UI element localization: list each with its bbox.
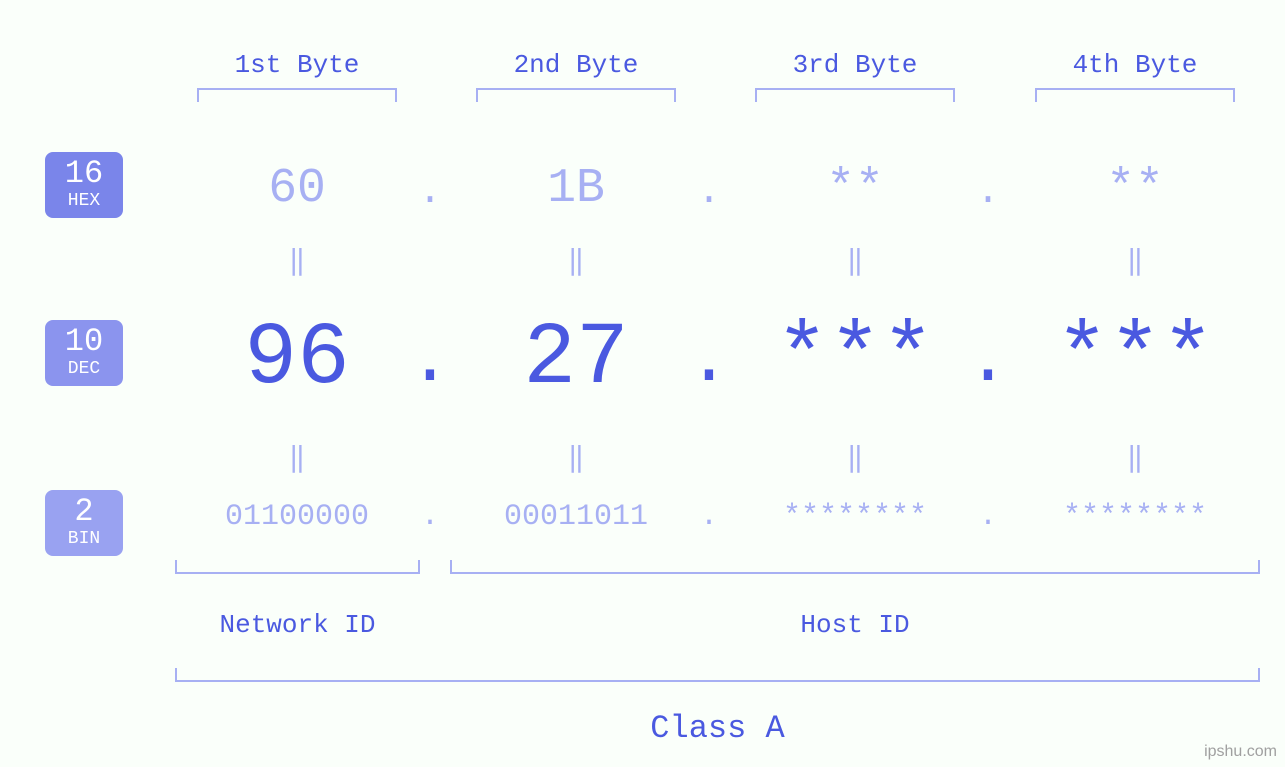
eq-bot-4: ‖	[1035, 440, 1235, 475]
dec-byte-4: ***	[1005, 310, 1265, 409]
hex-dot-2: .	[689, 170, 729, 215]
hex-dot-1: .	[410, 170, 450, 215]
badge-hex-label: HEX	[45, 192, 123, 210]
eq-bot-1: ‖	[197, 440, 397, 475]
eq-top-2: ‖	[476, 243, 676, 278]
hex-byte-1: 60	[197, 162, 397, 216]
badge-dec-base: 10	[45, 326, 123, 358]
bin-byte-2: 00011011	[446, 500, 706, 534]
top-bracket-1	[197, 88, 397, 102]
bin-dot-3: .	[973, 500, 1003, 534]
eq-bot-3: ‖	[755, 440, 955, 475]
dec-dot-2: .	[679, 320, 739, 402]
eq-top-3: ‖	[755, 243, 955, 278]
hex-byte-2: 1B	[476, 162, 676, 216]
top-bracket-3	[755, 88, 955, 102]
badge-bin-label: BIN	[45, 530, 123, 548]
eq-top-1: ‖	[197, 243, 397, 278]
watermark: ipshu.com	[1204, 743, 1277, 761]
byte-header-3: 3rd Byte	[755, 50, 955, 80]
network-id-label: Network ID	[175, 610, 420, 640]
dec-byte-3: ***	[725, 310, 985, 409]
byte-header-1: 1st Byte	[197, 50, 397, 80]
bin-byte-3: ********	[725, 500, 985, 534]
host-bracket	[450, 560, 1260, 574]
host-id-label: Host ID	[450, 610, 1260, 640]
eq-top-4: ‖	[1035, 243, 1235, 278]
badge-bin-base: 2	[45, 496, 123, 528]
dec-dot-3: .	[958, 320, 1018, 402]
dec-byte-2: 27	[446, 310, 706, 409]
hex-byte-4: **	[1035, 162, 1235, 216]
bin-byte-4: ********	[1005, 500, 1265, 534]
badge-dec: 10 DEC	[45, 320, 123, 386]
dec-byte-1: 96	[167, 310, 427, 409]
hex-dot-3: .	[968, 170, 1008, 215]
byte-header-4: 4th Byte	[1035, 50, 1235, 80]
bin-dot-2: .	[694, 500, 724, 534]
bin-byte-1: 01100000	[167, 500, 427, 534]
eq-bot-2: ‖	[476, 440, 676, 475]
badge-dec-label: DEC	[45, 360, 123, 378]
class-label: Class A	[175, 710, 1260, 747]
class-bracket	[175, 668, 1260, 682]
badge-bin: 2 BIN	[45, 490, 123, 556]
badge-hex: 16 HEX	[45, 152, 123, 218]
bin-dot-1: .	[415, 500, 445, 534]
hex-byte-3: **	[755, 162, 955, 216]
dec-dot-1: .	[400, 320, 460, 402]
badge-hex-base: 16	[45, 158, 123, 190]
network-bracket	[175, 560, 420, 574]
top-bracket-2	[476, 88, 676, 102]
byte-header-2: 2nd Byte	[476, 50, 676, 80]
top-bracket-4	[1035, 88, 1235, 102]
